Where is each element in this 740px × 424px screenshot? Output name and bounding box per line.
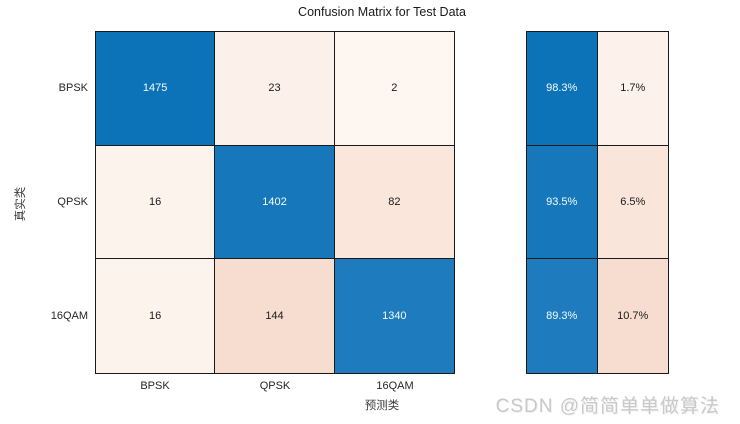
summary-correct-qpsk: 93.5% bbox=[527, 145, 598, 260]
csdn-watermark: CSDN @简简单单做算法 bbox=[495, 396, 720, 417]
x-tick-row: BPSK QPSK 16QAM bbox=[95, 380, 455, 392]
matrix-cell-bpsk-bpsk: 1475 bbox=[96, 32, 216, 146]
summary-incorrect-bpsk: 1.7% bbox=[597, 32, 668, 146]
summary-correct-16qam: 89.3% bbox=[527, 259, 598, 373]
matrix-cell-qpsk-bpsk: 16 bbox=[96, 145, 216, 260]
y-tick-bpsk: BPSK bbox=[58, 82, 88, 94]
x-tick-16qam: 16QAM bbox=[376, 380, 414, 392]
matrix-cell-qpsk-16qam: 82 bbox=[334, 145, 454, 260]
matrix-cell-bpsk-16qam: 2 bbox=[334, 32, 454, 146]
x-axis-label: 预测类 bbox=[364, 400, 400, 412]
summary-incorrect-16qam: 10.7% bbox=[597, 259, 668, 373]
confusion-matrix-grid: 1475 23 2 16 1402 82 16 144 1340 bbox=[95, 31, 455, 374]
y-tick-16qam: 16QAM bbox=[50, 310, 88, 322]
matrix-cell-16qam-bpsk: 16 bbox=[96, 259, 216, 373]
x-tick-bpsk: BPSK bbox=[140, 380, 170, 392]
row-summary-grid: 98.3% 1.7% 93.5% 6.5% 89.3% 10.7% bbox=[526, 31, 669, 374]
y-tick-qpsk: QPSK bbox=[57, 196, 88, 208]
matrix-cell-qpsk-qpsk: 1402 bbox=[215, 145, 335, 260]
x-tick-qpsk: QPSK bbox=[259, 380, 291, 392]
summary-correct-bpsk: 98.3% bbox=[527, 32, 598, 146]
matrix-cell-bpsk-qpsk: 23 bbox=[215, 32, 335, 146]
summary-incorrect-qpsk: 6.5% bbox=[597, 145, 668, 260]
matrix-cell-16qam-qpsk: 144 bbox=[215, 259, 335, 373]
matrix-cell-16qam-16qam: 1340 bbox=[334, 259, 454, 373]
chart-title: Confusion Matrix for Test Data bbox=[298, 5, 466, 19]
